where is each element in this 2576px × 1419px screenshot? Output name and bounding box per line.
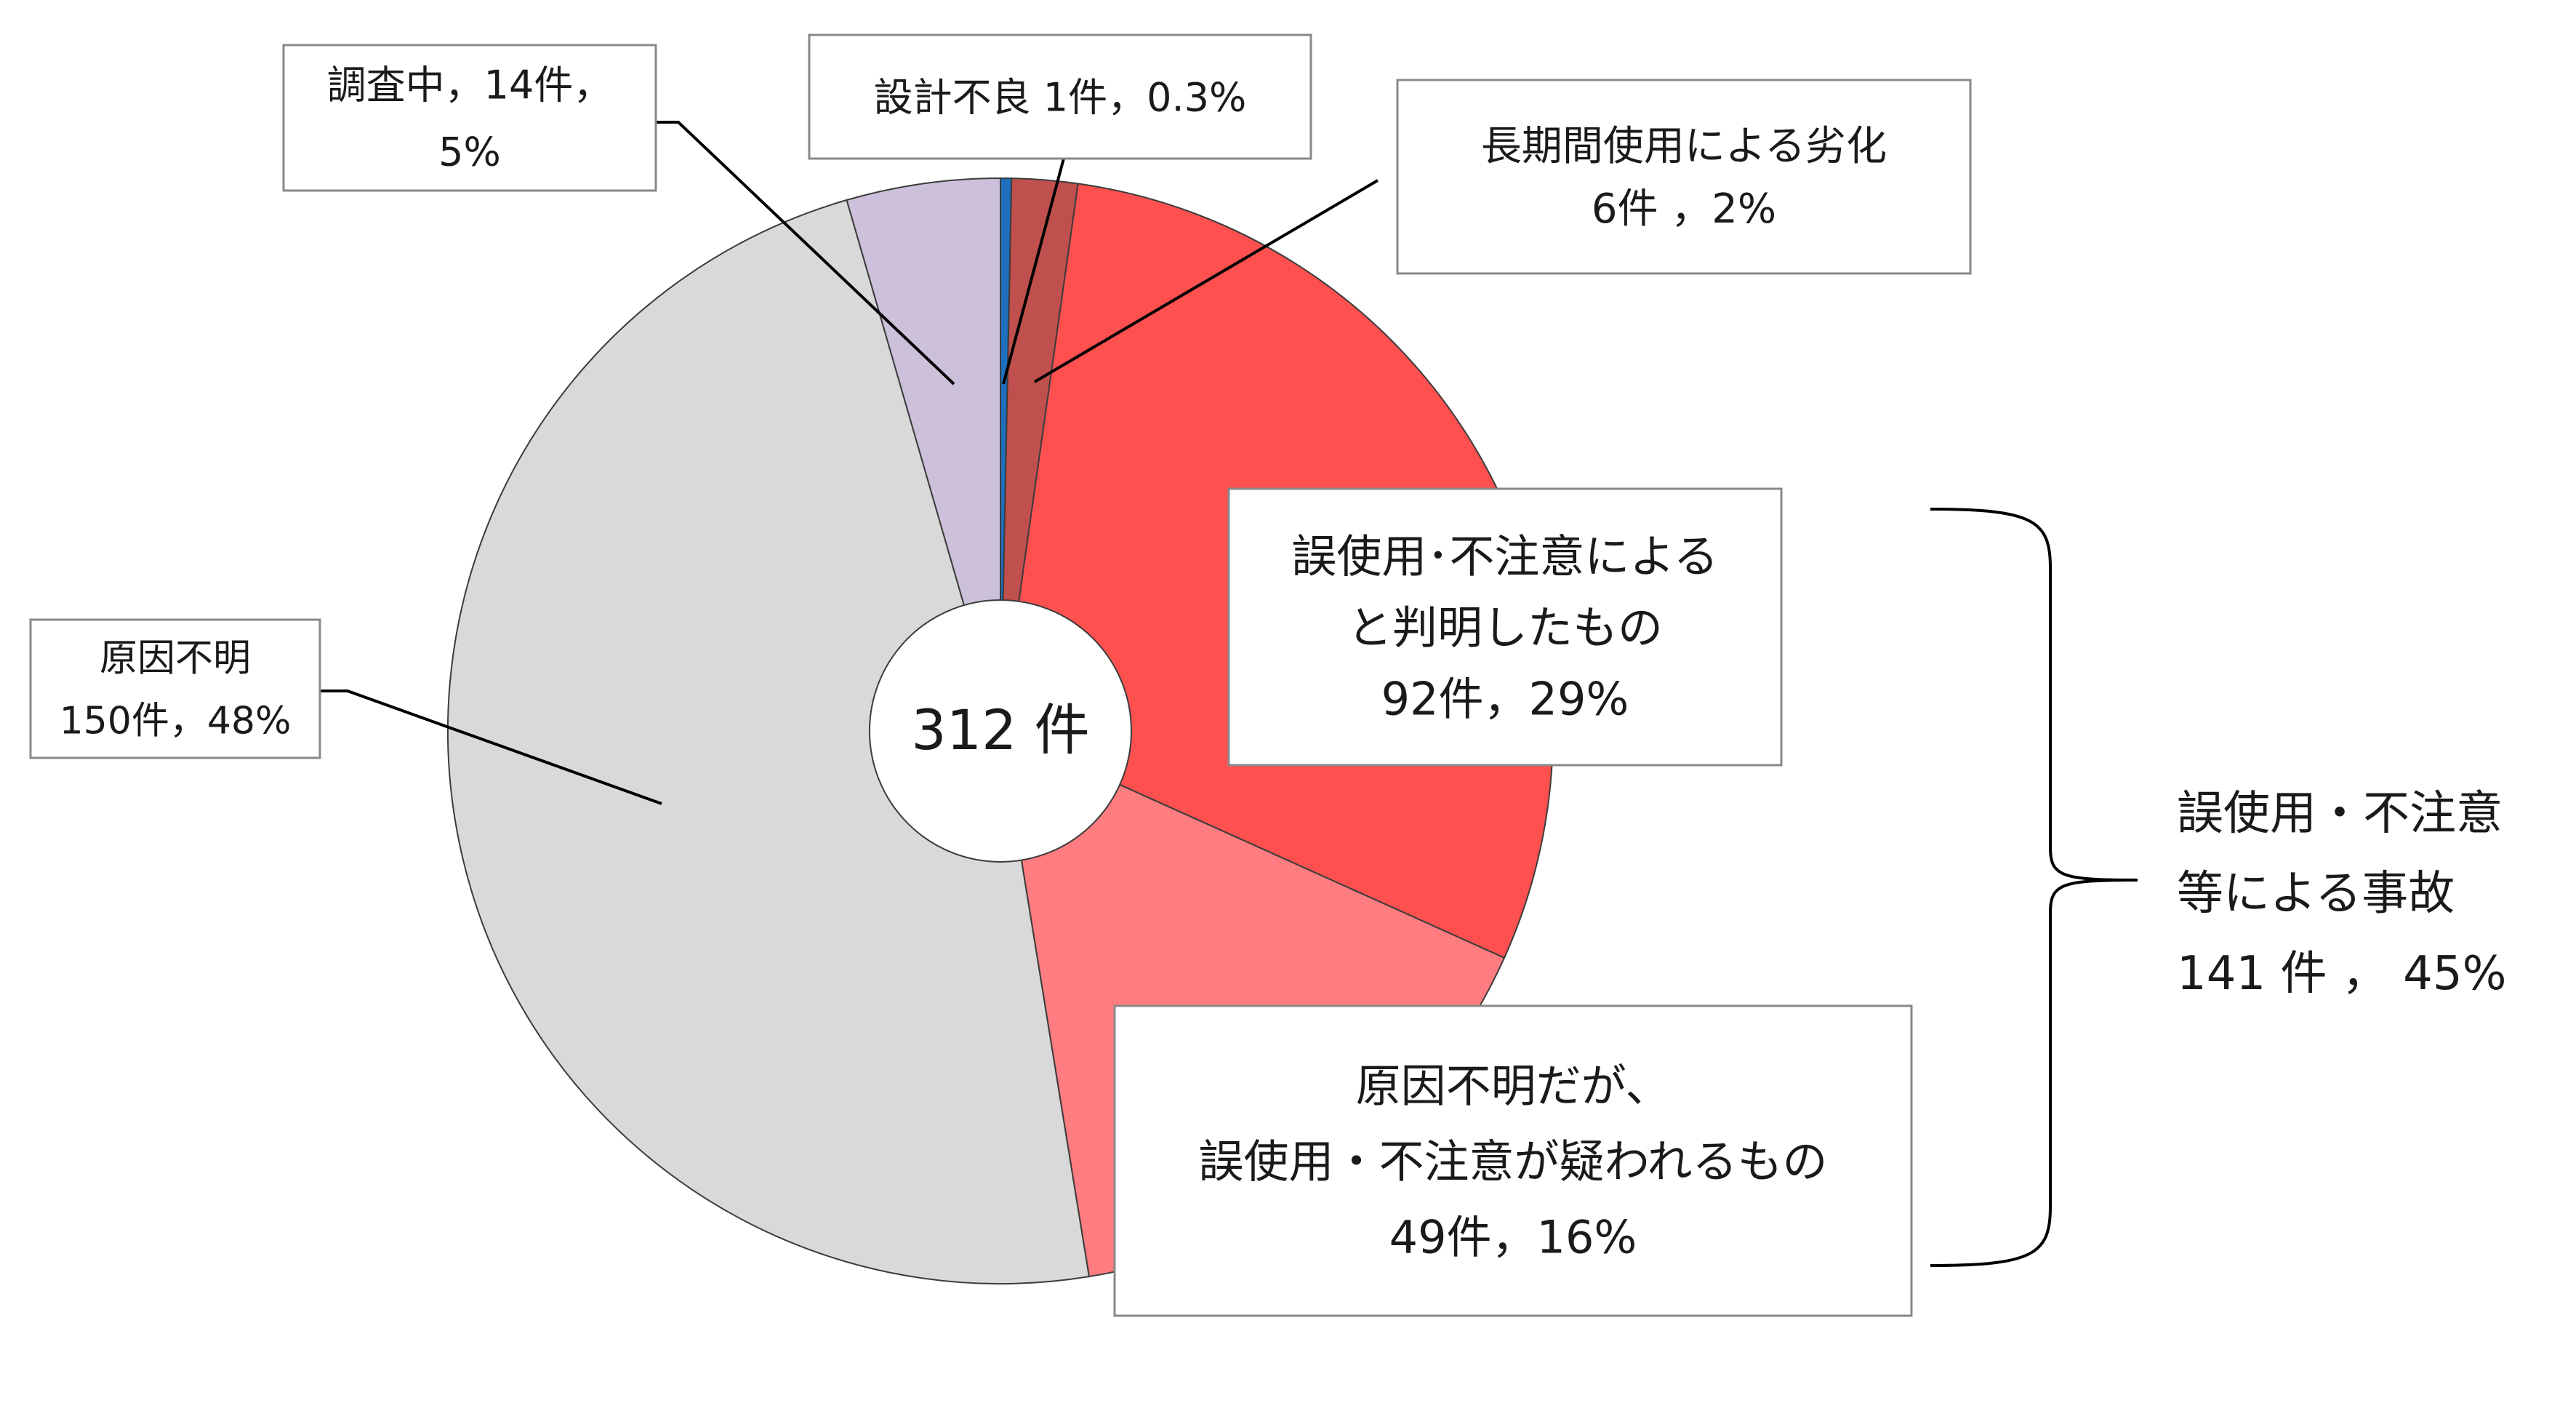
slice-label-line: 49件，16%	[1389, 1210, 1637, 1263]
pie-slice-5	[846, 177, 1001, 732]
slice-label-line: 6件 ，2%	[1592, 185, 1776, 233]
slice-label-box	[1113, 1004, 1913, 1317]
slice-label-line: 原因不明	[100, 637, 251, 681]
slice-label-line: 5%	[438, 129, 501, 175]
slice-label-line: 設計不良 1件，0.3%	[874, 74, 1247, 120]
slice-label-line: 調査中，14件，	[327, 62, 613, 108]
group-annotation-line: 等による事故	[2177, 867, 2455, 921]
slice-label-line: 原因不明だが、	[1356, 1059, 1671, 1112]
slice-label-line: 誤使用・不注意が疑われるもの	[1199, 1135, 1828, 1188]
slice-label-line: 長期間使用による劣化	[1481, 123, 1887, 170]
slice-label-line: と判明したもの	[1347, 601, 1663, 654]
slice-label-4: 原因不明 150件，48%	[29, 618, 321, 759]
leader-line-5	[656, 121, 955, 385]
slice-label-box	[29, 618, 321, 759]
slice-label-box	[282, 44, 657, 192]
leader-line-0	[1002, 158, 1065, 385]
slice-label-line: 150件，48%	[60, 700, 292, 743]
group-annotation-line: 141 件 ， 45%	[2177, 947, 2506, 1001]
slice-label-3: 原因不明だが、誤使用・不注意が疑われるもの 49件，16%	[1113, 1004, 1913, 1317]
pie-slice-4	[447, 199, 1091, 1284]
leader-lines	[320, 121, 1379, 805]
donut-hole	[869, 599, 1132, 863]
slice-label-0: 設計不良 1件，0.3%	[808, 33, 1312, 160]
slice-label-5: 調査中，14件， 5%	[282, 44, 657, 192]
group-brace	[1930, 508, 2138, 1267]
slice-labels: 設計不良 1件，0.3% 長期間使用による劣化 6件 ，2% 誤使用･不注意によると判…	[29, 33, 1972, 1317]
slice-label-box	[808, 33, 1312, 160]
leader-line-4	[320, 689, 662, 805]
slice-label-1: 長期間使用による劣化 6件 ，2%	[1396, 79, 1972, 275]
slice-label-box	[1227, 487, 1783, 767]
slice-label-line: 誤使用･不注意による	[1291, 529, 1718, 583]
center-total-label: 312 件	[911, 697, 1089, 762]
group-annotation-line: 誤使用・不注意	[2177, 787, 2503, 841]
leader-line-1	[1033, 179, 1379, 383]
slice-label-line: 92件，29%	[1381, 672, 1629, 725]
slice-label-box	[1396, 79, 1972, 275]
